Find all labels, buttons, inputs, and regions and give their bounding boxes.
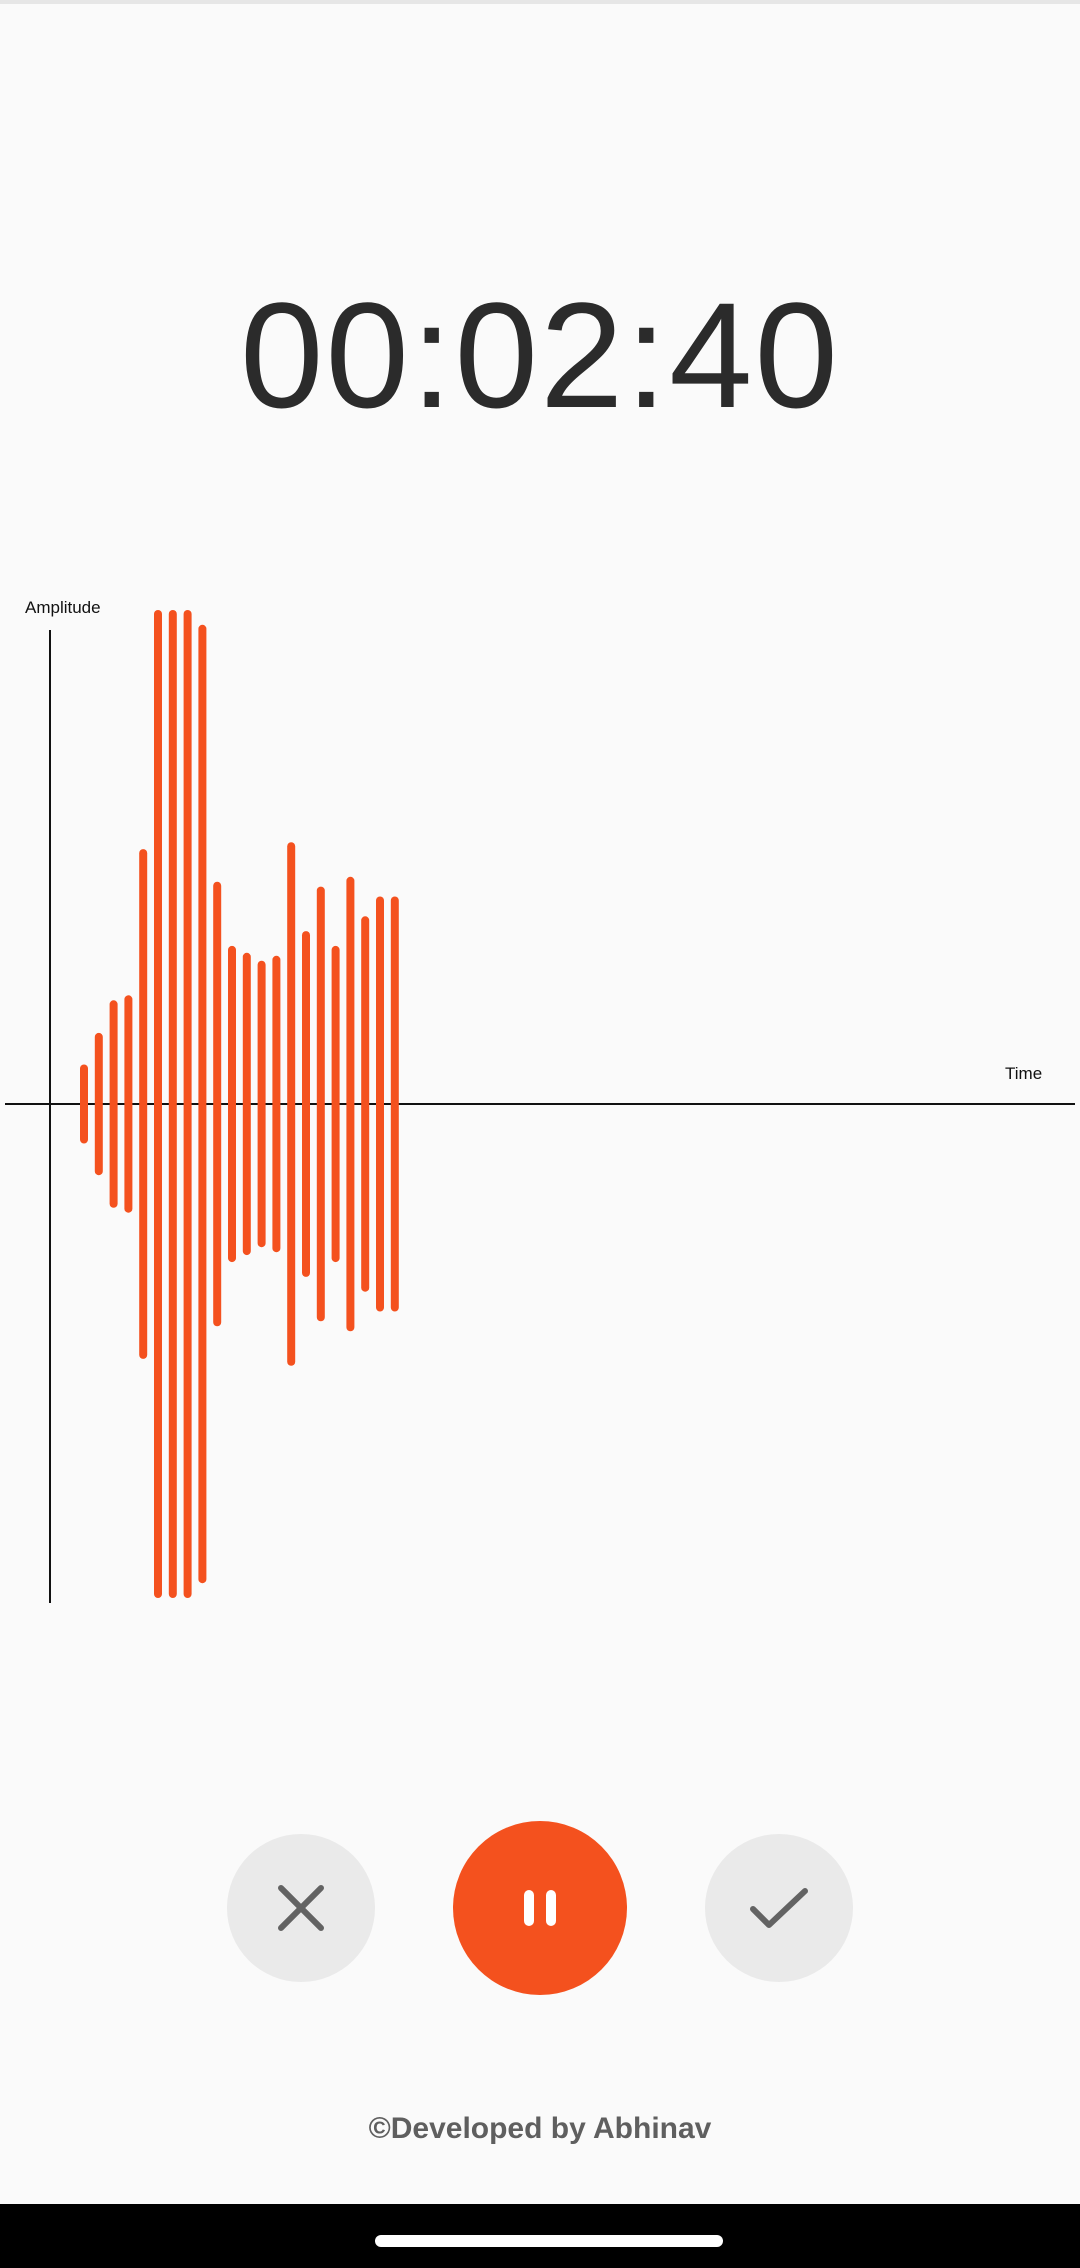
waveform-bar xyxy=(346,876,355,1332)
waveform-bar xyxy=(124,995,133,1213)
waveform-bar xyxy=(242,952,251,1256)
waveform-chart: Amplitude Time xyxy=(0,590,1080,1620)
waveform-bar xyxy=(168,610,177,1598)
waveform-bar xyxy=(257,960,266,1248)
waveform-bar xyxy=(154,610,162,1598)
waveform-svg: Amplitude Time xyxy=(5,598,1075,1603)
y-axis-label: Amplitude xyxy=(25,598,101,617)
waveform-bar xyxy=(198,624,207,1584)
pause-button[interactable] xyxy=(453,1821,627,1995)
waveform-bar xyxy=(316,886,325,1322)
status-bar-divider xyxy=(0,0,1080,4)
check-icon xyxy=(750,1888,808,1928)
home-gesture-handle[interactable] xyxy=(375,2235,723,2247)
pause-icon xyxy=(524,1890,556,1926)
waveform-bar xyxy=(183,610,192,1598)
waveform-bar xyxy=(139,849,148,1359)
waveform-bar xyxy=(302,931,310,1277)
waveform-bar xyxy=(228,945,236,1263)
x-axis-label: Time xyxy=(1005,1064,1042,1083)
waveform-bar xyxy=(361,916,370,1292)
waveform-bars xyxy=(80,610,399,1598)
waveform-bar xyxy=(376,896,384,1312)
waveform-bar xyxy=(213,881,222,1327)
waveform-bar xyxy=(80,1064,88,1144)
waveform-bar xyxy=(331,945,340,1263)
waveform-bar xyxy=(272,955,281,1253)
close-icon xyxy=(278,1885,324,1931)
waveform-bar xyxy=(109,1000,118,1208)
waveform-bar xyxy=(390,896,399,1312)
waveform-bar xyxy=(287,842,296,1366)
save-button[interactable] xyxy=(705,1834,853,1982)
cancel-button[interactable] xyxy=(227,1834,375,1982)
elapsed-timer: 00:02:40 xyxy=(240,271,840,439)
waveform-bar xyxy=(94,1032,103,1176)
developer-credit: ©Developed by Abhinav xyxy=(368,2112,712,2145)
